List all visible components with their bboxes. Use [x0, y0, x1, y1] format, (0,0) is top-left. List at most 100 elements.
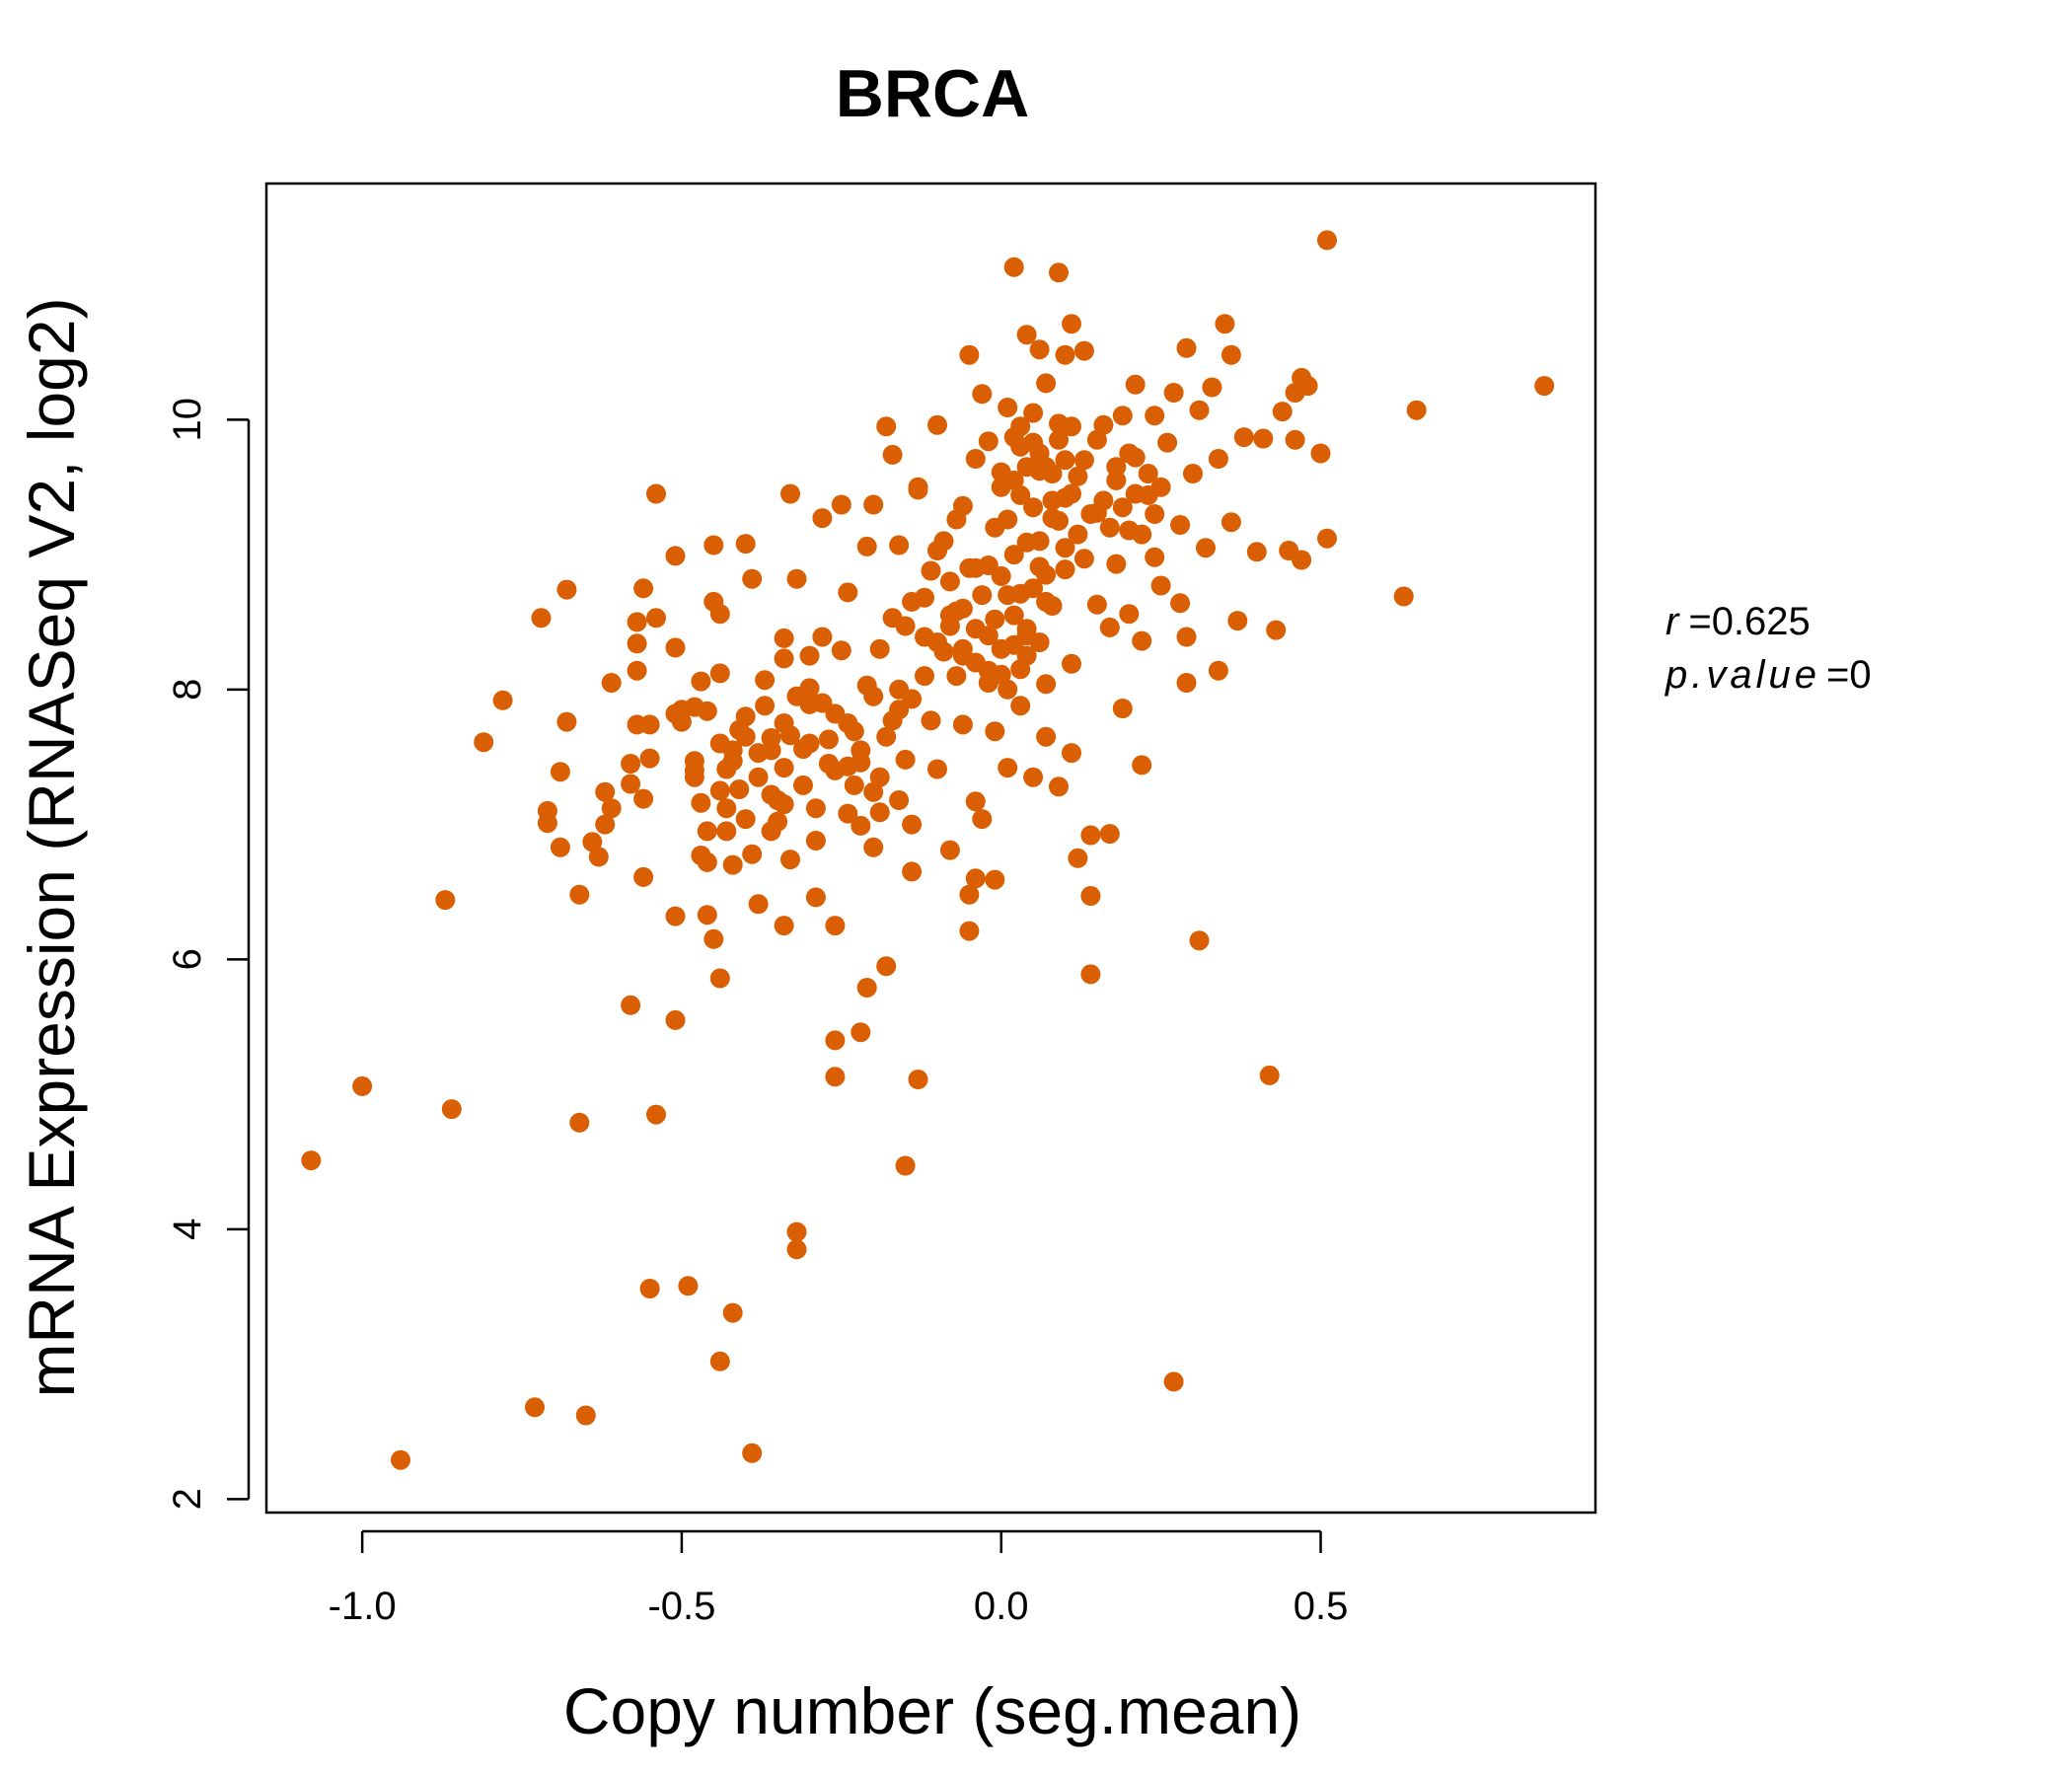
- data-point: [621, 995, 641, 1015]
- data-point: [678, 1276, 699, 1296]
- data-point: [748, 767, 769, 787]
- data-point: [1003, 470, 1024, 490]
- data-point: [1106, 470, 1127, 490]
- data-point: [1093, 414, 1114, 435]
- data-point: [1093, 490, 1114, 511]
- data-point: [869, 767, 890, 787]
- data-point: [774, 758, 794, 778]
- data-point: [876, 416, 897, 437]
- data-point: [876, 956, 897, 977]
- data-point: [1202, 377, 1222, 398]
- data-point: [755, 696, 776, 716]
- data-point: [805, 887, 826, 908]
- stat-r: r =0.625: [1665, 600, 1811, 643]
- data-point: [774, 628, 794, 648]
- data-point: [1176, 627, 1197, 647]
- data-point: [601, 673, 622, 693]
- data-point: [786, 1221, 807, 1242]
- data-point: [1099, 517, 1120, 538]
- data-point: [1049, 262, 1069, 283]
- data-point: [722, 740, 743, 761]
- data-point: [851, 1022, 871, 1043]
- data-point: [525, 1397, 545, 1418]
- data-point: [1176, 673, 1197, 693]
- data-point: [601, 798, 622, 819]
- plot-frame: [264, 182, 1597, 1515]
- data-point: [1042, 490, 1063, 511]
- data-point: [474, 732, 494, 753]
- data-point: [755, 670, 776, 691]
- data-point: [748, 894, 769, 915]
- data-point: [1080, 886, 1101, 906]
- data-point: [1049, 510, 1069, 531]
- data-point: [1233, 427, 1254, 448]
- data-point: [735, 534, 756, 555]
- stat-p-label: p.value: [1665, 653, 1820, 697]
- data-point: [889, 790, 910, 810]
- data-point: [709, 663, 730, 684]
- data-point: [959, 884, 980, 905]
- data-point: [691, 792, 711, 813]
- data-point: [780, 483, 800, 504]
- data-point: [812, 508, 833, 529]
- data-point: [1170, 515, 1191, 535]
- data-point: [550, 837, 570, 857]
- data-point: [703, 535, 724, 555]
- data-point: [1023, 767, 1044, 787]
- stat-p: p.value =0: [1665, 653, 1872, 697]
- data-point: [876, 726, 897, 747]
- data-point: [391, 1449, 410, 1470]
- data-point: [1003, 605, 1024, 626]
- data-point: [684, 767, 704, 787]
- data-point: [1036, 373, 1057, 394]
- data-point: [1221, 344, 1241, 365]
- data-point: [952, 714, 973, 735]
- y-tick-label: 6: [166, 948, 209, 970]
- correlation-stats: r =0.625 p.value =0: [1665, 600, 1872, 697]
- data-point: [1189, 930, 1210, 951]
- data-point: [939, 605, 960, 626]
- data-point: [805, 831, 826, 851]
- data-point: [825, 1030, 846, 1051]
- data-point: [550, 762, 570, 782]
- data-point: [1062, 743, 1081, 764]
- data-point: [1055, 538, 1075, 558]
- data-point: [869, 638, 890, 659]
- data-point: [863, 837, 884, 857]
- data-point: [1080, 825, 1101, 846]
- data-point: [825, 916, 846, 936]
- data-point: [998, 679, 1018, 700]
- data-point: [646, 608, 666, 629]
- data-point: [1163, 383, 1184, 403]
- data-point: [1036, 591, 1057, 612]
- data-point: [1016, 457, 1037, 478]
- data-point: [812, 693, 833, 713]
- data-point: [1208, 449, 1228, 469]
- data-point: [902, 814, 923, 835]
- data-point: [1080, 964, 1101, 985]
- data-point: [780, 850, 800, 870]
- data-point: [1112, 406, 1133, 426]
- data-point: [1068, 466, 1088, 486]
- data-point: [646, 483, 666, 504]
- data-point: [799, 733, 820, 754]
- chart-title: BRCA: [836, 56, 1029, 131]
- data-point: [646, 1104, 666, 1125]
- data-point: [1023, 403, 1044, 423]
- data-point: [959, 921, 980, 941]
- data-point: [1406, 400, 1427, 420]
- data-point: [595, 781, 616, 802]
- data-point: [1073, 450, 1094, 471]
- data-point: [1023, 578, 1044, 599]
- data-point: [722, 854, 743, 875]
- data-point: [1055, 344, 1075, 365]
- data-point: [1036, 564, 1057, 585]
- data-point: [1086, 594, 1107, 615]
- data-point: [965, 868, 986, 889]
- data-point: [1010, 416, 1031, 437]
- data-point: [697, 851, 717, 872]
- data-point: [735, 726, 756, 747]
- data-point: [998, 585, 1018, 606]
- data-point: [851, 815, 871, 836]
- data-point: [1150, 575, 1171, 596]
